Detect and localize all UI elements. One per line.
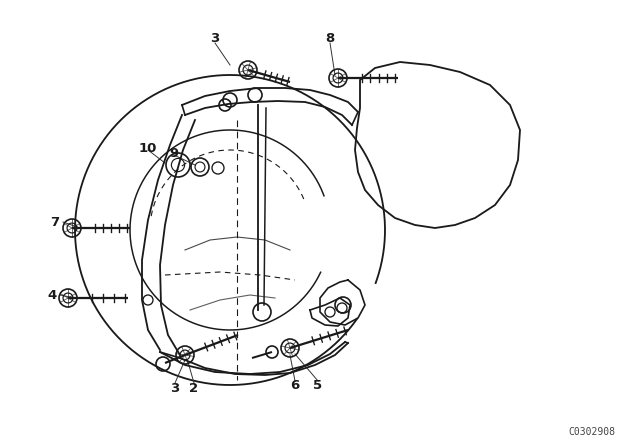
Text: 7: 7 — [51, 215, 60, 228]
Text: 3: 3 — [211, 31, 220, 44]
Text: 4: 4 — [47, 289, 56, 302]
Text: 3: 3 — [170, 382, 180, 395]
Text: 9: 9 — [170, 146, 179, 159]
Text: 8: 8 — [325, 31, 335, 44]
Text: 2: 2 — [189, 382, 198, 395]
Text: 5: 5 — [314, 379, 323, 392]
Text: 6: 6 — [291, 379, 300, 392]
Text: C0302908: C0302908 — [568, 427, 615, 437]
Text: 10: 10 — [139, 142, 157, 155]
